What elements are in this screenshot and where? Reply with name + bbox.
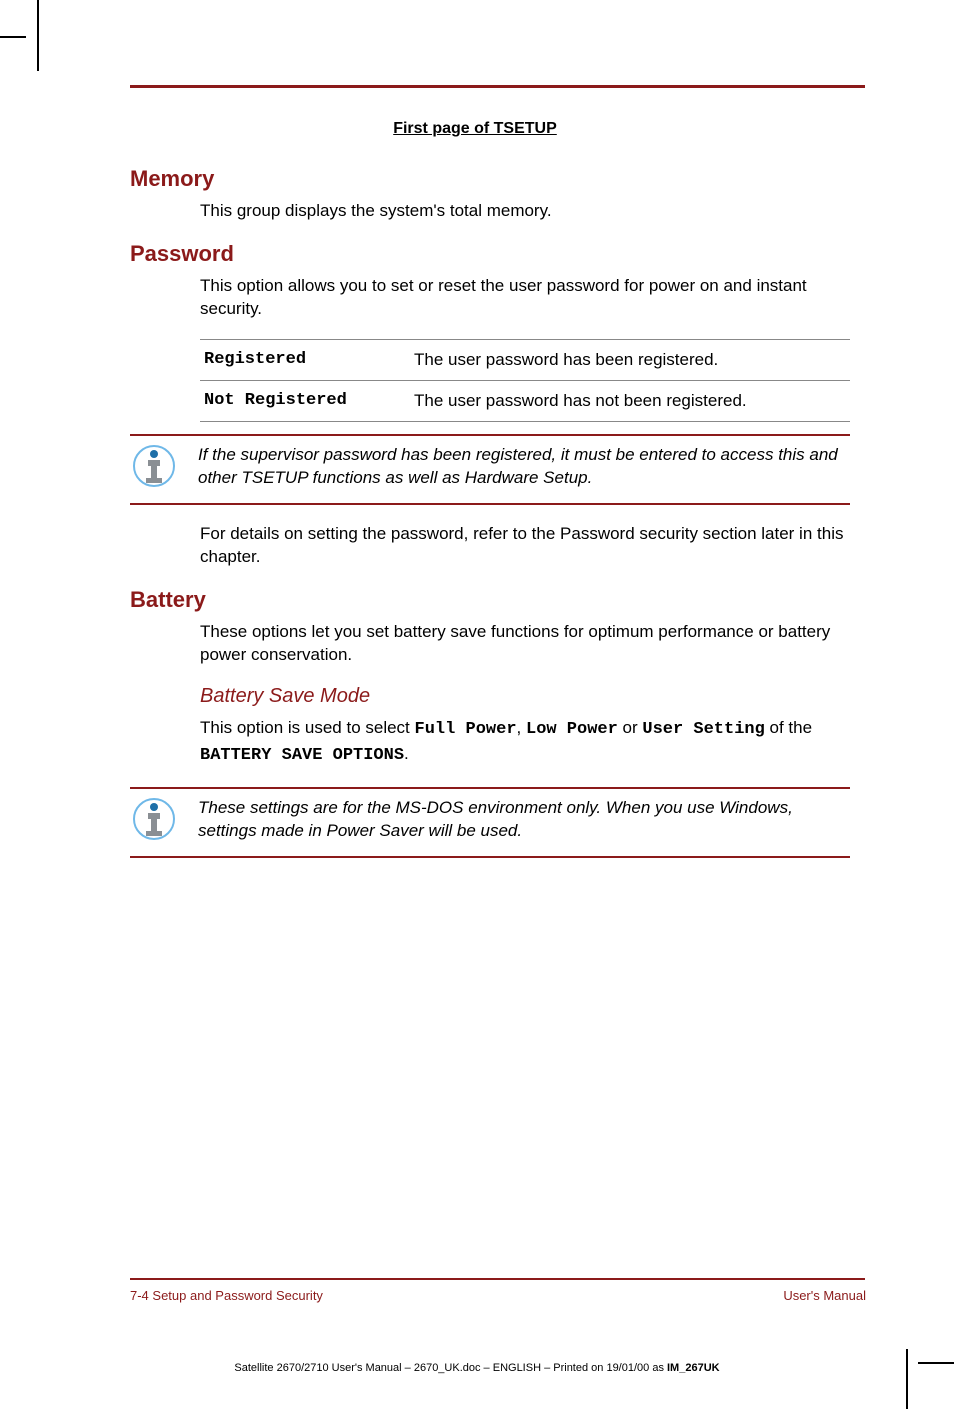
print-text: Satellite 2670/2710 User's Manual – 2670… (234, 1362, 667, 1374)
header-rule (130, 85, 865, 88)
footer-rule (130, 1278, 865, 1280)
section-heading-memory: Memory (130, 166, 865, 192)
footer-left: 7-4 Setup and Password Security (130, 1288, 323, 1303)
crop-mark (0, 36, 26, 38)
subsection-heading-battery-save: Battery Save Mode (200, 685, 865, 708)
crop-mark (906, 1349, 908, 1409)
note-box-password: If the supervisor password has been regi… (130, 434, 850, 505)
text: This option is used to select (200, 718, 415, 737)
print-line: Satellite 2670/2710 User's Manual – 2670… (0, 1362, 954, 1374)
note-box-battery: These settings are for the MS-DOS enviro… (130, 787, 850, 858)
section-heading-battery: Battery (130, 587, 865, 613)
print-bold: IM_267UK (667, 1362, 720, 1374)
battery-save-body: This option is used to select Full Power… (200, 716, 865, 769)
crop-mark (37, 0, 39, 71)
memory-body: This group displays the system's total m… (200, 200, 865, 223)
text: or (618, 718, 643, 737)
text: of the (765, 718, 812, 737)
table-key: Registered (200, 339, 410, 380)
battery-body: These options let you set battery save f… (200, 621, 865, 667)
figure-label: First page of TSETUP (85, 120, 865, 138)
password-table: Registered The user password has been re… (200, 339, 850, 422)
info-icon (130, 797, 186, 846)
mono-text: User Setting (642, 720, 764, 739)
table-desc: The user password has been registered. (410, 339, 850, 380)
section-heading-password: Password (130, 241, 865, 267)
footer-right: User's Manual (783, 1288, 866, 1303)
table-row: Registered The user password has been re… (200, 339, 850, 380)
text: , (517, 718, 526, 737)
password-body: This option allows you to set or reset t… (200, 275, 865, 321)
mono-text: Low Power (526, 720, 618, 739)
page-content: First page of TSETUP Memory This group d… (85, 85, 865, 876)
note-text: These settings are for the MS-DOS enviro… (186, 797, 850, 843)
note-text: If the supervisor password has been regi… (186, 444, 850, 490)
password-after: For details on setting the password, ref… (200, 523, 865, 569)
table-key: Not Registered (200, 380, 410, 421)
text: . (404, 744, 409, 763)
table-row: Not Registered The user password has not… (200, 380, 850, 421)
mono-text: Full Power (415, 720, 517, 739)
info-icon (130, 444, 186, 493)
mono-text: BATTERY SAVE OPTIONS (200, 746, 404, 765)
table-desc: The user password has not been registere… (410, 380, 850, 421)
